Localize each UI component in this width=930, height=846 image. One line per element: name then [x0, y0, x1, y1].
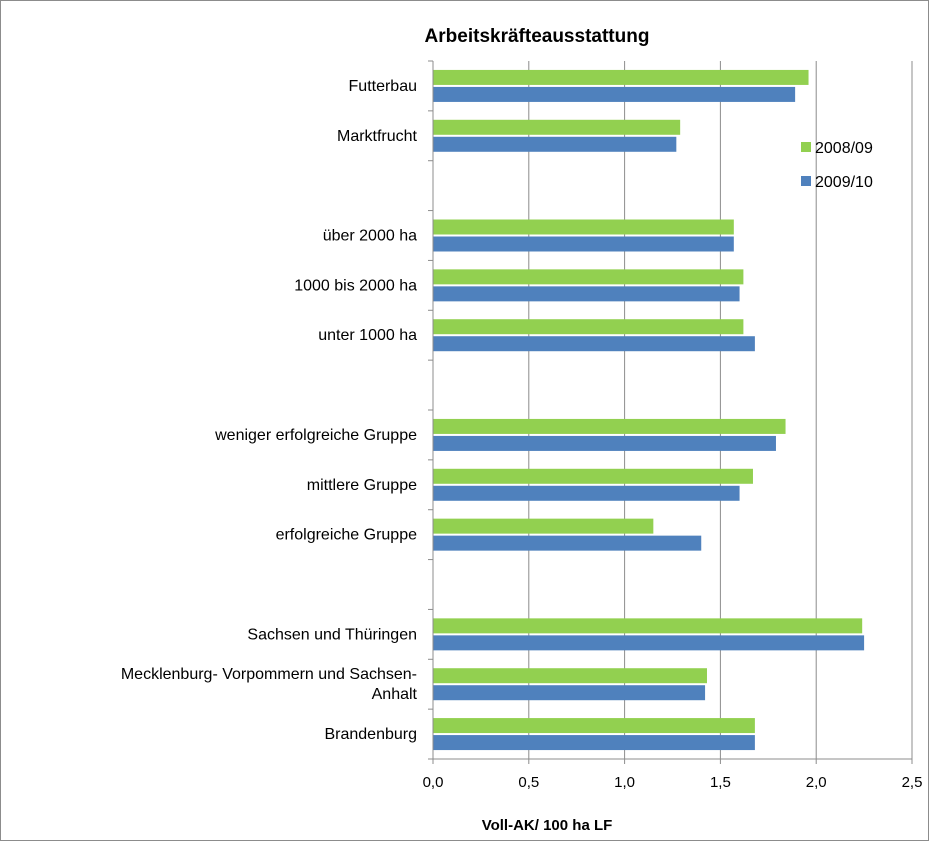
legend-label: 2009/10	[815, 174, 873, 191]
bar-2008-09	[433, 718, 755, 734]
y-category-label: 1000 bis 2000 ha	[294, 277, 417, 294]
y-category-label: weniger erfolgreiche Gruppe	[214, 427, 417, 444]
bar-2008-09	[433, 219, 734, 235]
y-category-label-line: weniger erfolgreiche Gruppe	[214, 427, 417, 444]
y-category-label-line: Brandenburg	[324, 726, 417, 743]
bar-2009-10	[433, 635, 865, 651]
y-category-label: Marktfrucht	[337, 128, 418, 145]
y-category-label-line: 1000 bis 2000 ha	[294, 277, 417, 294]
y-category-label: Brandenburg	[324, 726, 417, 743]
y-category-label: erfolgreiche Gruppe	[276, 527, 418, 544]
y-category-label: Sachsen und Thüringen	[247, 626, 417, 643]
bar-2009-10	[433, 685, 706, 701]
bar-2008-09	[433, 418, 786, 434]
bar-2008-09	[433, 319, 744, 335]
bar-2009-10	[433, 735, 755, 751]
y-category-label: mittlere Gruppe	[307, 477, 417, 494]
y-category-label: unter 1000 ha	[318, 327, 417, 344]
bar-2008-09	[433, 269, 744, 285]
bar-2009-10	[433, 336, 755, 352]
bar-2009-10	[433, 236, 734, 252]
x-tick-label: 2,5	[902, 774, 923, 791]
y-category-label: über 2000 ha	[323, 228, 417, 245]
legend: 2008/09 2009/10	[801, 140, 873, 191]
bar-2009-10	[433, 485, 740, 501]
y-category-label-line: unter 1000 ha	[318, 327, 417, 344]
y-category-label-line: Futterbau	[349, 78, 417, 95]
y-category-label-line: mittlere Gruppe	[307, 477, 417, 494]
bar-2009-10	[433, 535, 702, 551]
bar-2009-10	[433, 86, 796, 102]
x-tick-label: 1,0	[614, 774, 635, 791]
bar-2008-09	[433, 618, 863, 634]
y-category-label-line: Mecklenburg- Vorpommern und Sachsen-	[121, 666, 417, 683]
bars-layer	[433, 69, 865, 751]
y-category-label: Futterbau	[349, 78, 417, 95]
bar-2008-09	[433, 668, 707, 684]
legend-swatch	[801, 142, 811, 152]
x-tick-label: 1,5	[710, 774, 731, 791]
bar-2008-09	[433, 468, 753, 484]
axis-layer: 0,0 0,5 1,0 1,5 2,0 2,5 Futterbau Marktfrucht üb…	[121, 60, 923, 791]
chart-title: Arbeitskräfteausstattung	[425, 26, 650, 47]
x-axis-label: Voll-AK/ 100 ha LF	[482, 817, 613, 834]
bar-2009-10	[433, 435, 776, 451]
bar-2008-09	[433, 518, 654, 534]
y-category-label-line: erfolgreiche Gruppe	[276, 527, 418, 544]
y-category-label-line: Sachsen und Thüringen	[247, 626, 417, 643]
bar-2009-10	[433, 136, 677, 152]
x-tick-label: 0,0	[423, 774, 444, 791]
y-category-label-line: Anhalt	[372, 686, 418, 703]
y-category-label-line: Marktfrucht	[337, 128, 418, 145]
legend-label: 2008/09	[815, 140, 873, 157]
x-tick-label: 0,5	[518, 774, 539, 791]
bar-2008-09	[433, 69, 809, 85]
y-category-label: Mecklenburg- Vorpommern und Sachsen- Anha…	[121, 666, 418, 703]
bar-2009-10	[433, 286, 740, 302]
legend-swatch	[801, 176, 811, 186]
y-category-label-line: über 2000 ha	[323, 228, 417, 245]
x-tick-label: 2,0	[806, 774, 827, 791]
bar-2008-09	[433, 119, 681, 135]
